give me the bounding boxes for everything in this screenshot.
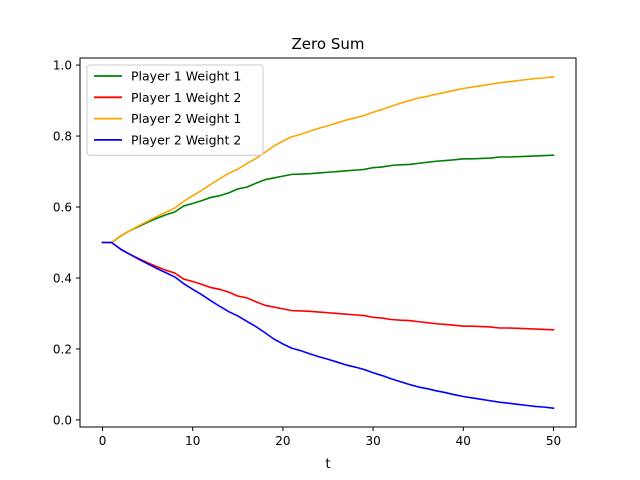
series-line-4 (101, 241, 555, 410)
chart-title: Zero Sum (292, 35, 365, 53)
legend-box (86, 64, 264, 156)
x-tick-label: 0 (99, 434, 107, 448)
y-tick-label: 0.6 (53, 201, 72, 215)
x-tick-label: 50 (546, 434, 561, 448)
x-tick-label: 40 (456, 434, 471, 448)
axes-layer: 0 10 20 30 40 50 0.0 0.2 0.4 0.6 0.8 1.0 (53, 57, 577, 448)
y-tick-label: 0.2 (53, 342, 72, 356)
y-tick-label: 0.0 (53, 413, 72, 427)
series-line-2 (101, 241, 555, 331)
x-axis-label: t (325, 457, 330, 472)
x-tick-label: 30 (365, 434, 380, 448)
legend-entry-1: Player 1 Weight 1 (131, 69, 241, 84)
plot-frame (79, 57, 577, 428)
legend-entry-4: Player 2 Weight 2 (131, 132, 241, 147)
series-layer (101, 75, 555, 410)
legend: Player 1 Weight 1 Player 1 Weight 2 Player… (86, 64, 264, 156)
y-tick-label: 0.4 (53, 271, 72, 285)
x-tick-label: 20 (275, 434, 290, 448)
y-tick-label: 1.0 (53, 59, 72, 73)
legend-entry-3: Player 2 Weight 1 (131, 111, 241, 126)
y-tick-label: 0.8 (53, 130, 72, 144)
series-line-3 (101, 75, 555, 244)
legend-entry-2: Player 1 Weight 2 (131, 90, 241, 105)
x-tick-label: 10 (185, 434, 200, 448)
series-line-1 (101, 154, 555, 244)
